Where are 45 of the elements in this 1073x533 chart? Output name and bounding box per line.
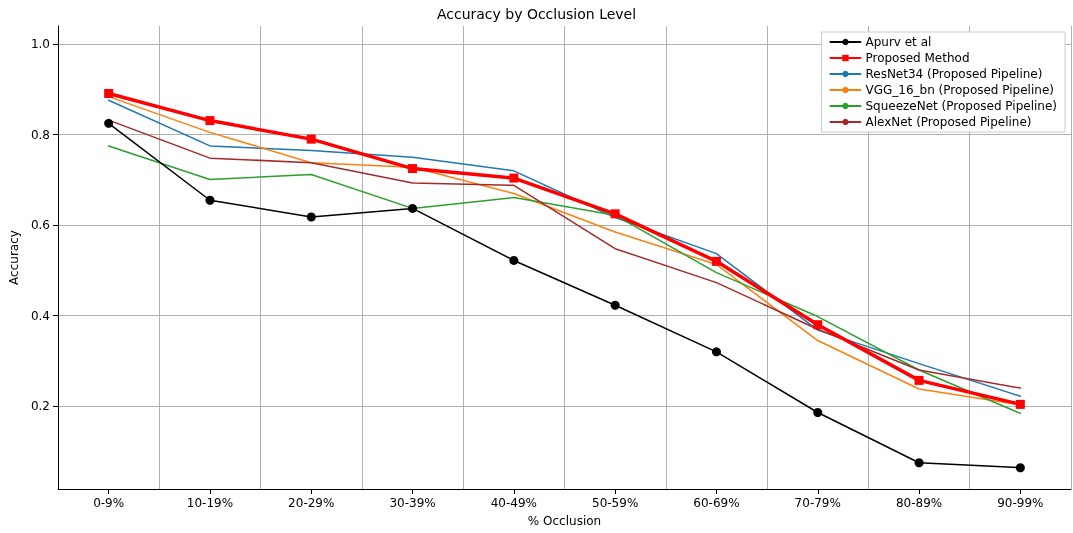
point [205,195,215,205]
y-tick-label: 0.8 [30,127,50,142]
point [914,458,924,468]
legend-label: Apurv et al [865,35,932,49]
point [509,255,519,265]
x-tick-label: 50-59% [592,496,639,510]
legend-label: AlexNet (Proposed Pipeline) [865,115,1032,129]
y-tick-label: 0.4 [30,308,50,323]
point [711,347,721,357]
point [306,134,316,144]
legend-label: Proposed Method [865,51,970,65]
point [408,164,418,174]
point [813,320,823,330]
point [509,173,519,183]
y-tick-label: 1.0 [30,37,50,52]
point [104,88,114,98]
point [813,408,823,418]
x-tick-label: 20-29% [288,496,335,510]
x-axis-title: % Occlusion [527,514,602,528]
point [610,209,620,219]
point [306,212,316,222]
y-tick-label: 0.6 [30,218,50,233]
y-axis-title: Accuracy [7,230,21,285]
point [1015,399,1025,409]
x-tick-label: 30-39% [389,496,436,510]
point [610,300,620,310]
line-series [107,145,1022,415]
point [1015,463,1025,473]
point [914,375,924,385]
x-tick-label: 0-9% [93,496,125,510]
x-tick-label: 80-89% [895,496,943,510]
legend-label: VGG_16_bn (Proposed Pipeline) [865,83,1054,97]
legend-label: SqueezeNet (Proposed Pipeline) [865,99,1058,113]
point [711,256,721,266]
legend-label: ResNet34 (Proposed Pipeline) [865,67,1043,81]
x-tick-label: 70-79% [794,496,841,510]
point [408,203,418,213]
x-tick-label: 90-99% [997,496,1044,510]
chart-title: Accuracy by Occlusion Level [436,6,637,22]
point [104,118,114,128]
point [205,116,215,126]
x-tick-label: 60-69% [693,496,740,510]
x-tick-label: 40-49% [490,496,537,510]
y-tick-label: 0.2 [30,399,50,414]
x-tick-label: 10-19% [186,496,234,510]
